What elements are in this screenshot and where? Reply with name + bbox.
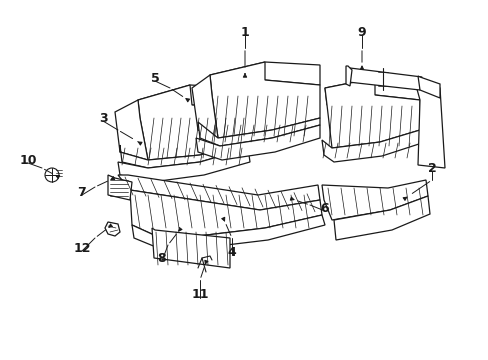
Polygon shape <box>105 222 120 236</box>
Polygon shape <box>209 62 319 138</box>
Polygon shape <box>108 175 132 200</box>
Text: 4: 4 <box>227 246 236 258</box>
Text: 8: 8 <box>157 252 166 265</box>
Polygon shape <box>325 78 419 105</box>
Polygon shape <box>130 190 321 240</box>
Polygon shape <box>192 75 218 138</box>
Polygon shape <box>118 175 319 210</box>
Text: 10: 10 <box>19 153 37 166</box>
Text: 11: 11 <box>191 288 208 302</box>
Text: 2: 2 <box>427 162 435 175</box>
Polygon shape <box>209 62 319 95</box>
Polygon shape <box>346 66 351 86</box>
Polygon shape <box>196 125 319 160</box>
Text: 7: 7 <box>78 185 86 198</box>
Polygon shape <box>414 82 444 168</box>
Polygon shape <box>138 85 249 160</box>
Polygon shape <box>325 78 419 148</box>
Polygon shape <box>198 118 319 146</box>
Polygon shape <box>115 100 148 160</box>
Polygon shape <box>347 68 421 90</box>
Polygon shape <box>138 85 249 118</box>
Polygon shape <box>321 130 421 162</box>
Polygon shape <box>321 180 427 220</box>
Text: 3: 3 <box>99 112 107 125</box>
Polygon shape <box>120 140 247 168</box>
Text: 5: 5 <box>150 72 159 85</box>
Text: 1: 1 <box>240 26 249 39</box>
Text: 9: 9 <box>357 26 366 39</box>
Polygon shape <box>118 148 249 182</box>
Text: 12: 12 <box>73 242 91 255</box>
Polygon shape <box>417 76 439 98</box>
Polygon shape <box>132 215 325 252</box>
Text: 6: 6 <box>320 202 328 215</box>
Polygon shape <box>152 228 229 268</box>
Polygon shape <box>333 196 429 240</box>
